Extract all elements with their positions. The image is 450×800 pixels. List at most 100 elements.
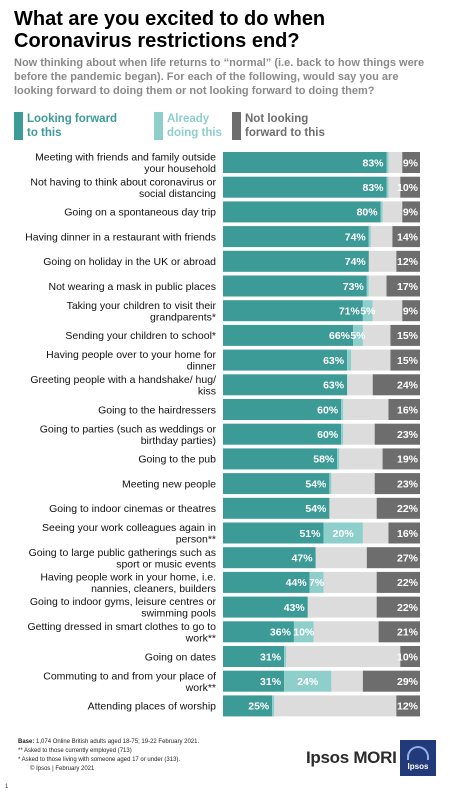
data-label-looking-forward: 66%: [329, 330, 351, 342]
data-label-looking-forward: 58%: [313, 454, 335, 466]
legend-item-looking-forward: Looking forward to this: [14, 112, 124, 144]
data-label-already-doing: 5%: [350, 330, 366, 342]
category-label: Greeting people with a handshake/ hug/ki…: [30, 374, 216, 398]
bar-already-doing: [353, 324, 363, 346]
category-label-line: person**: [176, 534, 216, 546]
bar-remainder: [331, 670, 363, 692]
data-label-looking-forward: 60%: [317, 429, 339, 441]
bar-not-looking-forward: [376, 596, 420, 618]
bar-already-doing: [341, 423, 344, 445]
data-label-not-looking-forward: 10%: [397, 651, 419, 663]
legend-label-already-doing: Already doing this: [167, 113, 222, 139]
bar-remainder: [339, 448, 383, 470]
bar-already-doing: [386, 152, 389, 173]
category-label-line: sport or music events: [116, 558, 216, 570]
footer-note-employed: ** Asked to those currently employed (71…: [18, 748, 132, 754]
category-label: Going to large public gatherings such as…: [29, 547, 216, 571]
footer-base-label: Base:: [18, 739, 35, 745]
category-label-line: Going to indoor cinemas or theatres: [49, 503, 216, 515]
category-label-line: work**: [185, 682, 216, 694]
bar-not-looking-forward: [392, 226, 420, 248]
category-label-line: kiss: [198, 385, 216, 397]
bar-looking-forward: [223, 201, 381, 223]
bar-looking-forward: [223, 399, 342, 420]
data-label-not-looking-forward: 16%: [397, 528, 419, 540]
category-label-line: Going to the pub: [138, 454, 216, 466]
bar-looking-forward: [223, 596, 308, 618]
category-label-line: Going on holiday in the UK or abroad: [43, 256, 216, 268]
data-label-looking-forward: 47%: [292, 553, 314, 565]
data-label-not-looking-forward: 23%: [397, 478, 419, 490]
data-label-not-looking-forward: 29%: [397, 676, 419, 688]
bar-remainder: [331, 473, 375, 495]
bar-looking-forward: [223, 176, 387, 198]
bar-looking-forward: [223, 250, 369, 272]
bar-not-looking-forward: [402, 300, 420, 322]
data-label-not-looking-forward: 17%: [397, 281, 419, 293]
data-label-looking-forward: 36%: [270, 627, 292, 639]
category-label-line: Not wearing a mask in public places: [49, 281, 217, 293]
category-label: Not wearing a mask in public places: [49, 281, 217, 293]
bar-not-looking-forward: [372, 374, 420, 396]
bar-looking-forward: [223, 349, 348, 371]
category-label: Attending places of worship: [88, 701, 217, 713]
bar-already-doing: [386, 176, 389, 198]
category-label: Sending your children to school*: [65, 330, 216, 342]
category-label: Having dinner in a restaurant with frien…: [25, 231, 216, 243]
bar-not-looking-forward: [382, 448, 420, 470]
bar-not-looking-forward: [400, 176, 420, 198]
footer-note-children: * Asked to those living with someone age…: [18, 757, 181, 763]
data-label-not-looking-forward: 24%: [397, 380, 419, 392]
bar-already-doing: [341, 399, 344, 420]
bar-remainder: [368, 275, 387, 297]
data-label-not-looking-forward: 23%: [397, 429, 419, 441]
bar-already-doing: [362, 300, 373, 322]
bar-already-doing: [323, 522, 363, 544]
category-label-line: Going to indoor gyms, leisure centres or: [30, 596, 217, 608]
bar-remainder: [351, 349, 391, 371]
bar-already-doing: [284, 670, 332, 692]
bar-not-looking-forward: [396, 250, 420, 272]
bar-not-looking-forward: [388, 399, 420, 420]
bar-looking-forward: [223, 473, 330, 495]
footer-base-text: 1,074 Online British adults aged 18-75; …: [36, 739, 200, 745]
data-label-already-doing: 7%: [309, 577, 325, 589]
category-label: Going to indoor gyms, leisure centres or…: [30, 596, 217, 620]
category-label-line: work**: [185, 632, 216, 644]
bar-not-looking-forward: [388, 522, 420, 544]
chart-title: What are you excited to do when Coronavi…: [14, 8, 326, 52]
data-label-not-looking-forward: 22%: [397, 577, 419, 589]
category-label-line: Attending places of worship: [88, 701, 217, 713]
category-label-line: Meeting new people: [122, 478, 216, 490]
bar-remainder: [274, 695, 397, 717]
footer-base: Base: 1,074 Online British adults aged 1…: [18, 738, 318, 746]
bar-looking-forward: [223, 448, 338, 470]
category-label-line: Going to large public gatherings such as: [29, 547, 216, 559]
category-label: Taking your children to visit their grand…: [67, 300, 217, 324]
category-label-line: dinner: [187, 361, 217, 373]
category-label: Going to the pub: [138, 454, 216, 466]
data-label-looking-forward: 31%: [260, 676, 282, 688]
bar-remainder: [370, 226, 393, 248]
bar-remainder: [368, 250, 397, 272]
data-label-not-looking-forward: 12%: [397, 701, 419, 713]
data-label-looking-forward: 51%: [299, 528, 321, 540]
data-label-looking-forward: 80%: [357, 207, 379, 219]
bar-remainder: [313, 621, 379, 643]
data-label-already-doing: 20%: [333, 528, 355, 540]
category-label-line: social distancing: [139, 188, 216, 200]
data-label-not-looking-forward: 9%: [403, 207, 419, 219]
bar-not-looking-forward: [374, 423, 420, 445]
data-label-not-looking-forward: 19%: [397, 454, 419, 466]
brand-name: Ipsos MORI: [306, 748, 397, 767]
legend-item-already-doing: Already doing this: [154, 112, 234, 144]
category-label: Meeting new people: [122, 478, 216, 490]
data-label-not-looking-forward: 10%: [397, 182, 419, 194]
bar-already-doing: [329, 473, 332, 495]
legend-swatch-already-doing: [154, 112, 163, 140]
bar-not-looking-forward: [390, 324, 420, 346]
category-label-line: Going to parties (such as weddings or: [40, 423, 217, 435]
data-label-looking-forward: 44%: [286, 577, 308, 589]
data-label-looking-forward: 71%: [339, 306, 361, 318]
